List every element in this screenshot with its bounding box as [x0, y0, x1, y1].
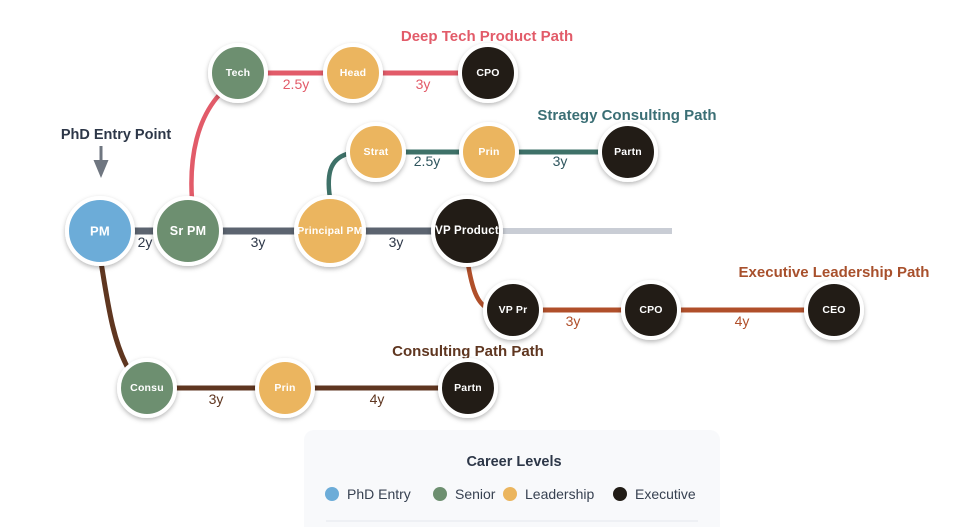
node-ceo: CEO — [804, 280, 864, 340]
node-prin-consulting: Prin — [255, 358, 315, 418]
node-cpo-executive-circle[interactable] — [621, 280, 681, 340]
node-partn-consulting-label: Partn — [454, 382, 482, 394]
node-consu-circle[interactable] — [117, 358, 177, 418]
node-cpo-executive-label: CPO — [639, 304, 662, 316]
node-head-circle[interactable] — [323, 43, 383, 103]
legend-card: Career Levels PhD Entry Senior Leadershi… — [304, 430, 720, 527]
legend-label-phd-entry: PhD Entry — [347, 486, 411, 502]
node-vp-pr-label: VP Pr — [499, 304, 528, 316]
edge-srpm-tech — [189, 91, 223, 203]
node-ceo-circle[interactable] — [804, 280, 864, 340]
edge-label-prin-partn-strategy: 3y — [553, 153, 568, 169]
node-principal-pm: Principal PM — [294, 195, 366, 267]
node-consu-label: Consu — [130, 382, 164, 394]
node-sr-pm-label: Sr PM — [170, 224, 206, 238]
legend-label-leadership: Leadership — [525, 486, 594, 502]
node-strat-circle[interactable] — [346, 122, 406, 182]
edge-label-vppr-cpo: 3y — [566, 313, 581, 329]
legend-item-phd-entry[interactable]: PhD Entry — [325, 486, 411, 502]
node-sr-pm-circle[interactable] — [153, 196, 223, 266]
node-prin-strategy-label: Prin — [478, 146, 499, 158]
edge-label-srpm-principalpm: 3y — [251, 234, 266, 250]
phd-entry-annotation: PhD Entry Point — [61, 127, 172, 143]
edge-label-tech-head: 2.5y — [283, 76, 309, 92]
legend-item-leadership[interactable]: Leadership — [503, 486, 594, 502]
node-cpo-deep-tech-circle[interactable] — [458, 43, 518, 103]
node-sr-pm: Sr PM — [153, 196, 223, 266]
node-partn-strategy-label: Partn — [614, 146, 642, 158]
edge-label-strat-prin: 2.5y — [414, 153, 440, 169]
node-vp-pr-circle[interactable] — [483, 280, 543, 340]
node-principal-pm-label: Principal PM — [297, 225, 362, 237]
node-head: Head — [323, 43, 383, 103]
node-ceo-label: CEO — [822, 304, 845, 316]
legend-dot-senior — [433, 487, 447, 501]
legend-item-executive[interactable]: Executive — [613, 486, 696, 502]
legend-dot-phd-entry — [325, 487, 339, 501]
node-cpo-deep-tech-label: CPO — [476, 67, 499, 79]
node-partn-strategy-circle[interactable] — [598, 122, 658, 182]
legend-dot-leadership — [503, 487, 517, 501]
node-partn-consulting-circle[interactable] — [438, 358, 498, 418]
node-pm-circle[interactable] — [65, 196, 135, 266]
node-prin-consulting-label: Prin — [274, 382, 295, 394]
node-strat: Strat — [346, 122, 406, 182]
edge-label-principalpm-vpproduct: 3y — [389, 234, 404, 250]
node-vp-pr: VP Pr — [483, 280, 543, 340]
edge-label-pm-srpm: 2y — [138, 234, 153, 250]
title-strategy-path: Strategy Consulting Path — [537, 107, 716, 124]
node-pm-label: PM — [90, 224, 110, 239]
legend-label-senior: Senior — [455, 486, 496, 502]
node-pm: PM — [65, 196, 135, 266]
legend-dot-executive — [613, 487, 627, 501]
node-vp-product-label: VP Product — [435, 225, 499, 237]
title-consulting-path: Consulting Path Path — [392, 343, 544, 360]
node-tech: Tech — [208, 43, 268, 103]
node-strat-label: Strat — [364, 146, 389, 158]
edge-label-consu-prin: 3y — [209, 391, 224, 407]
entry-arrow-head-icon — [93, 160, 109, 178]
node-cpo-executive: CPO — [621, 280, 681, 340]
node-vp-product-circle[interactable] — [431, 195, 503, 267]
node-cpo-deep-tech: CPO — [458, 43, 518, 103]
node-partn-consulting: Partn — [438, 358, 498, 418]
title-deep-tech-path: Deep Tech Product Path — [401, 28, 573, 45]
legend-label-executive: Executive — [635, 486, 696, 502]
node-principal-pm-circle[interactable] — [294, 195, 366, 267]
node-vp-product: VP Product — [431, 195, 503, 267]
legend-title: Career Levels — [466, 454, 561, 470]
node-tech-circle[interactable] — [208, 43, 268, 103]
legend-item-senior[interactable]: Senior — [433, 486, 496, 502]
edge-pm-consu — [98, 259, 132, 373]
node-prin-strategy-circle[interactable] — [459, 122, 519, 182]
node-consu: Consu — [117, 358, 177, 418]
title-executive-path: Executive Leadership Path — [739, 264, 930, 281]
node-tech-label: Tech — [226, 67, 251, 79]
node-head-label: Head — [340, 67, 366, 79]
edge-label-cpo-ceo: 4y — [735, 313, 750, 329]
node-prin-strategy: Prin — [459, 122, 519, 182]
node-prin-consulting-circle[interactable] — [255, 358, 315, 418]
edge-label-head-cpo: 3y — [416, 76, 431, 92]
legend-card-bg — [304, 430, 720, 527]
node-partn-strategy: Partn — [598, 122, 658, 182]
edge-label-prin-partn-consulting: 4y — [370, 391, 385, 407]
